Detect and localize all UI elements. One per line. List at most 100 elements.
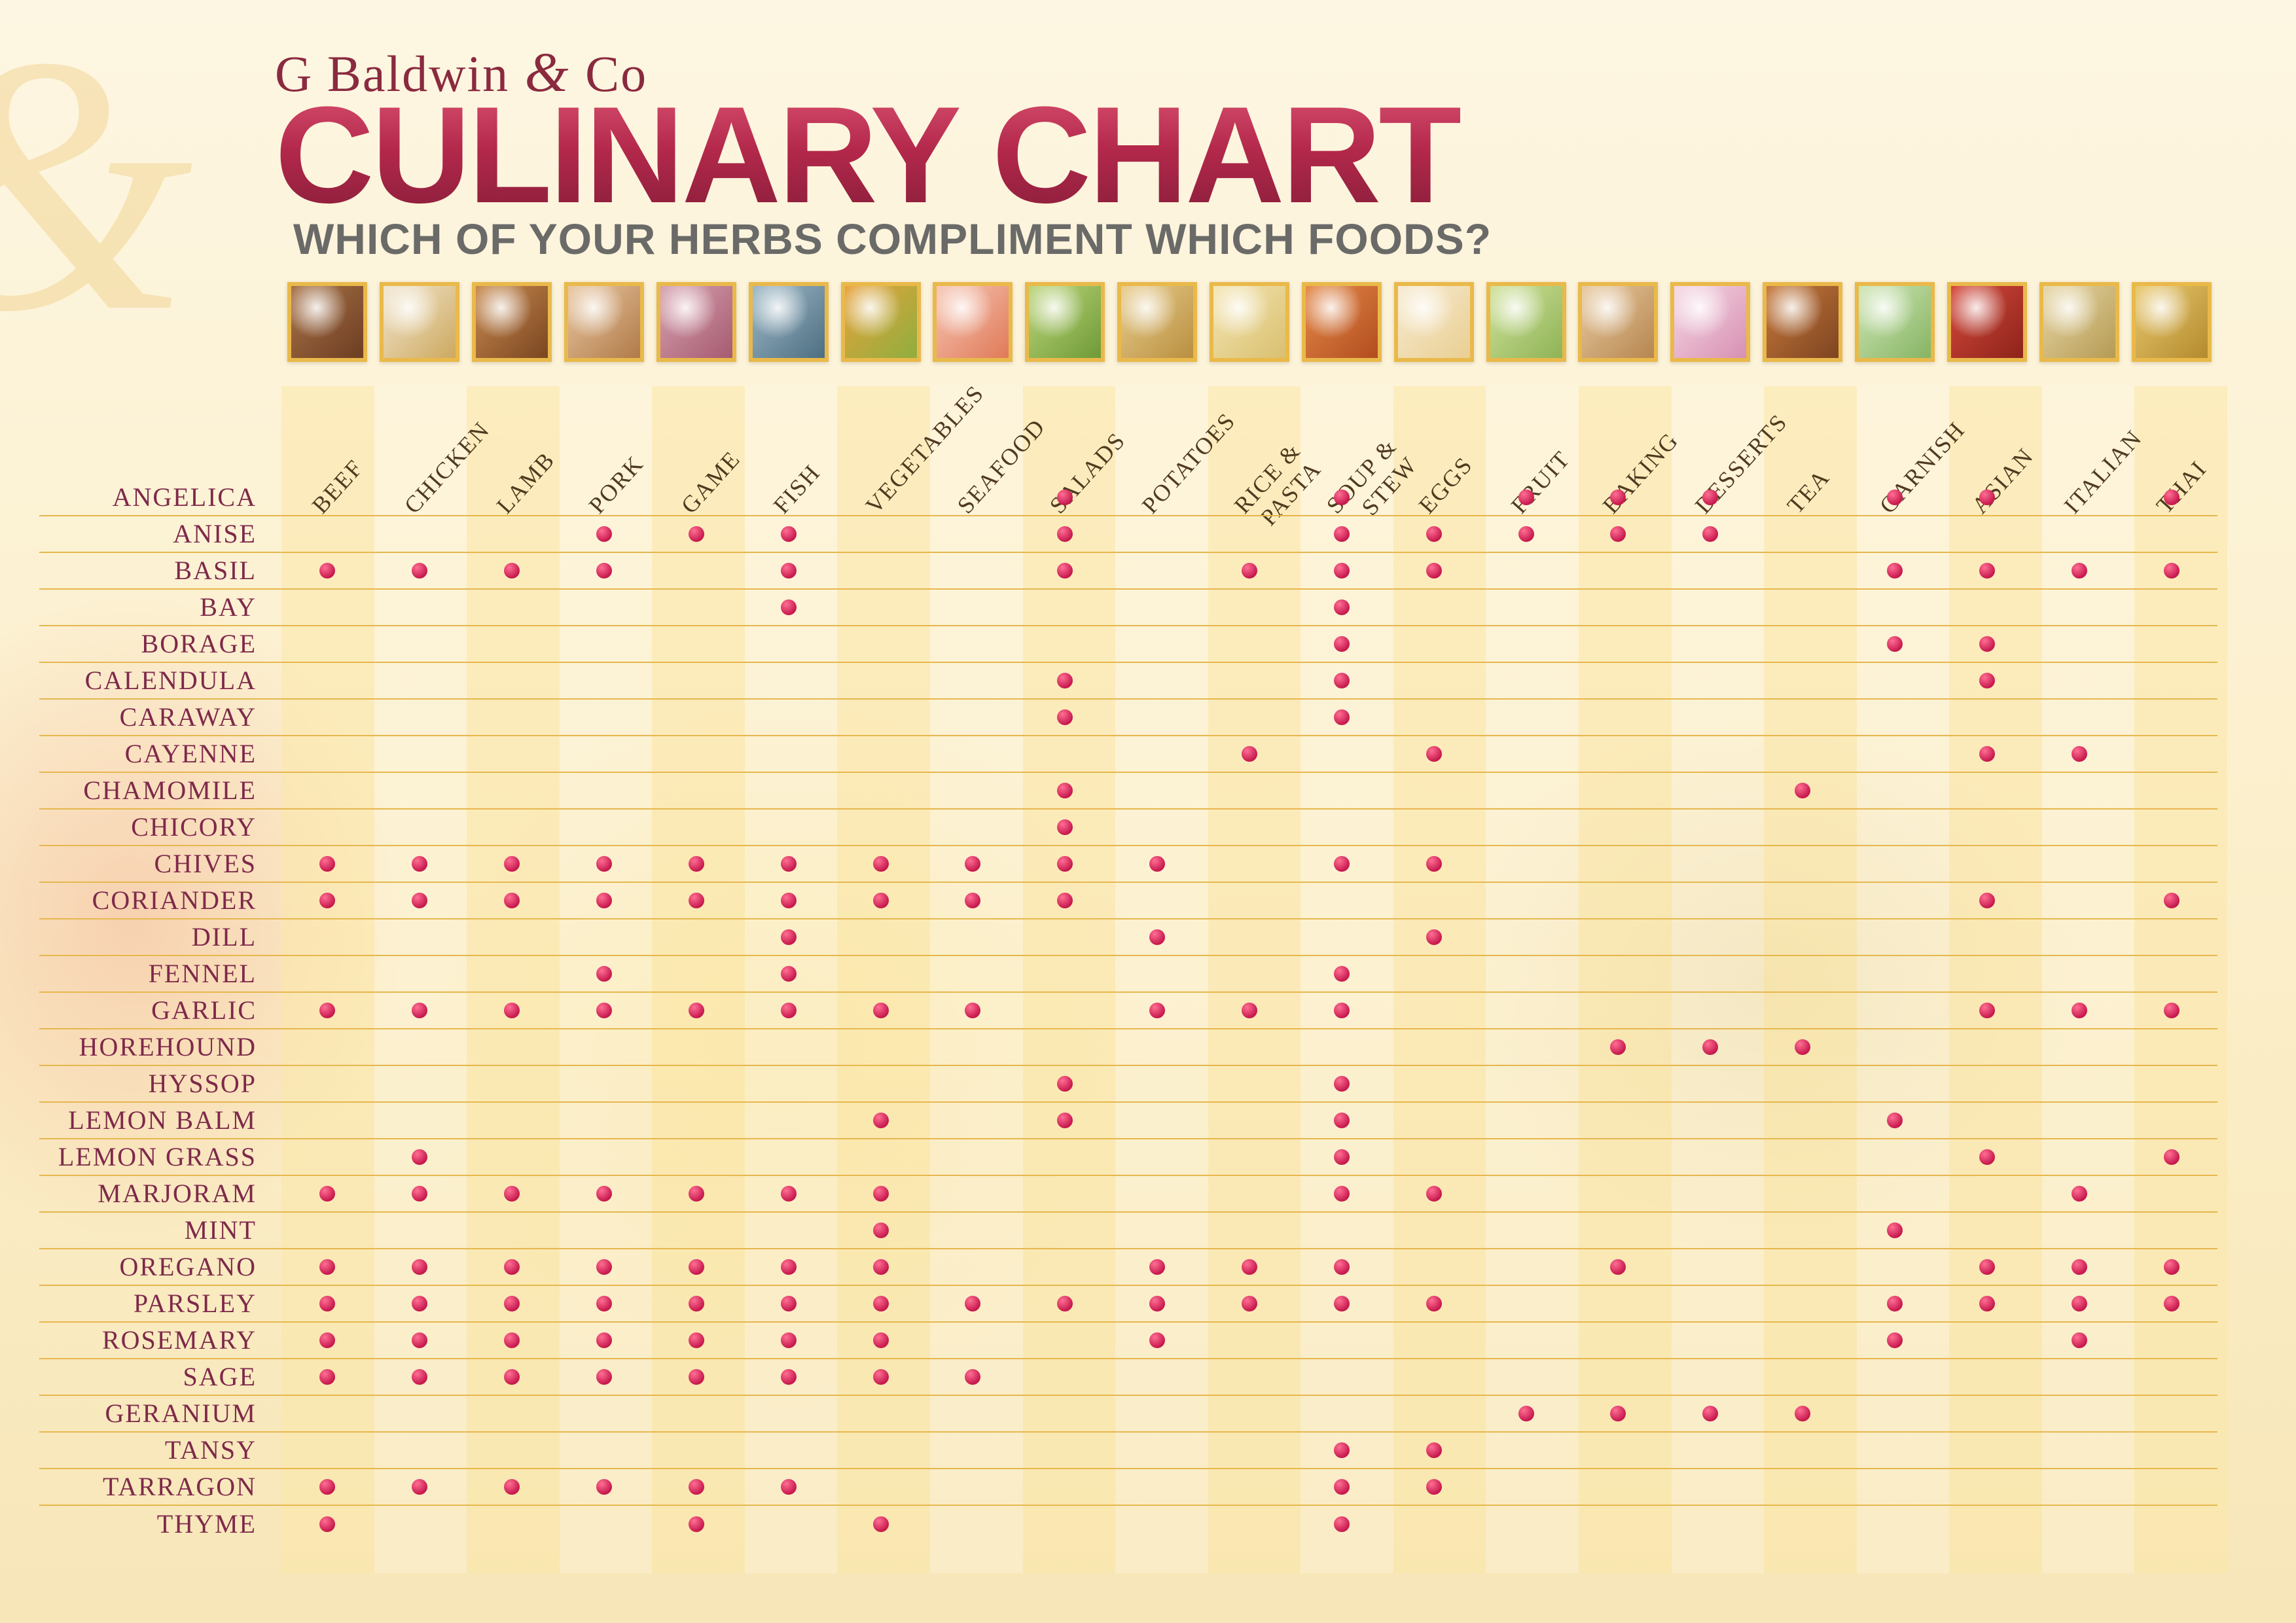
matrix-cell xyxy=(558,1066,651,1101)
matrix-cell xyxy=(742,700,834,735)
table-row: CHICORY xyxy=(39,810,2217,846)
matrix-cell xyxy=(1388,1469,1480,1505)
matrix-cell xyxy=(1849,883,1941,918)
matrix-cell xyxy=(1111,1506,1204,1543)
match-dot xyxy=(504,1369,520,1385)
match-dot xyxy=(1426,929,1442,945)
matrix-cell xyxy=(742,553,834,588)
matrix-cell xyxy=(2125,626,2217,662)
matrix-cell xyxy=(1480,810,1572,845)
matrix-cell xyxy=(1388,553,1480,588)
chart-title: CULINARY CHART xyxy=(275,97,1460,214)
matrix-cell xyxy=(1480,1176,1572,1211)
matrix-cell xyxy=(1019,1066,1111,1101)
matrix-cell xyxy=(374,1029,466,1065)
matrix-cell xyxy=(1480,1103,1572,1138)
match-dot xyxy=(504,1479,520,1495)
match-dot xyxy=(1334,490,1350,505)
food-thumbnail xyxy=(656,282,736,362)
food-column: FISH xyxy=(742,282,834,486)
matrix-cell xyxy=(1295,919,1388,955)
match-dot xyxy=(2164,893,2179,908)
match-dot xyxy=(412,856,427,872)
matrix-cell xyxy=(1388,1103,1480,1138)
matrix-cell xyxy=(742,993,834,1028)
matrix-cell xyxy=(742,1139,834,1175)
match-dot xyxy=(1057,1113,1073,1128)
matrix-cell xyxy=(742,1396,834,1431)
matrix-cell xyxy=(1664,956,1757,991)
matrix-cell xyxy=(742,1066,834,1101)
matrix-cell xyxy=(2125,663,2217,698)
table-row: BAY xyxy=(39,590,2217,626)
table-row: ANGELICA xyxy=(39,480,2217,516)
matrix-cell xyxy=(1480,590,1572,625)
matrix-cell xyxy=(1295,700,1388,735)
matrix-cell xyxy=(742,663,834,698)
matrix-cell xyxy=(742,1323,834,1358)
match-dot xyxy=(1979,893,1995,908)
matrix-cell xyxy=(742,1249,834,1285)
matrix-cell xyxy=(558,1359,651,1395)
matrix-cell xyxy=(1295,993,1388,1028)
match-dot xyxy=(689,1003,704,1018)
matrix-cell xyxy=(1849,553,1941,588)
match-dot xyxy=(1057,783,1073,798)
matrix-cell xyxy=(1204,1066,1296,1101)
food-thumbnail xyxy=(1763,282,1842,362)
matrix-cell xyxy=(1019,919,1111,955)
matrix-cell xyxy=(1111,846,1204,882)
food-thumbnail xyxy=(841,282,921,362)
matrix-cell xyxy=(1295,1066,1388,1101)
herb-label: TANSY xyxy=(39,1435,281,1465)
matrix-cell xyxy=(834,1103,927,1138)
matrix-cell xyxy=(466,736,558,772)
match-dot xyxy=(873,856,889,872)
matrix-cell xyxy=(1111,1286,1204,1321)
matrix-cell xyxy=(1572,700,1664,735)
matrix-cell xyxy=(1941,993,2033,1028)
matrix-cell xyxy=(281,1103,374,1138)
matrix-cell xyxy=(1849,846,1941,882)
matrix-cell xyxy=(2033,700,2125,735)
matrix-cell xyxy=(1295,516,1388,552)
matrix-cell xyxy=(650,1286,742,1321)
matrix-cell xyxy=(466,1506,558,1543)
match-dot xyxy=(412,1479,427,1495)
match-dot xyxy=(781,1369,797,1385)
matrix-cell xyxy=(1664,846,1757,882)
match-dot xyxy=(2072,1003,2087,1018)
matrix-cell xyxy=(281,1249,374,1285)
herb-label: BAY xyxy=(39,592,281,622)
matrix-cell xyxy=(281,883,374,918)
table-row: THYME xyxy=(39,1506,2217,1543)
matrix-cell xyxy=(1664,810,1757,845)
matrix-cell xyxy=(1111,1249,1204,1285)
matrix-cell xyxy=(1849,1469,1941,1505)
matrix-cell xyxy=(1849,663,1941,698)
matrix-cell xyxy=(650,480,742,515)
matrix-cell xyxy=(1757,1433,1849,1468)
table-row: CALENDULA xyxy=(39,663,2217,700)
matrix-cell xyxy=(2033,480,2125,515)
matrix-cell xyxy=(1295,1323,1388,1358)
matrix-cell xyxy=(834,956,927,991)
matrix-cell xyxy=(834,1433,927,1468)
matrix-cell xyxy=(927,1066,1019,1101)
matrix-cell xyxy=(1480,1396,1572,1431)
match-dot xyxy=(1242,746,1257,762)
match-dot xyxy=(1887,1332,1903,1348)
matrix-cell xyxy=(1111,1433,1204,1468)
matrix-cell xyxy=(1111,1323,1204,1358)
herb-label: CAYENNE xyxy=(39,738,281,769)
matrix-cell xyxy=(1204,700,1296,735)
matrix-cell xyxy=(742,1433,834,1468)
matrix-cell xyxy=(1941,1359,2033,1395)
matrix-cell xyxy=(1388,1359,1480,1395)
matrix-cell xyxy=(2033,1469,2125,1505)
matrix-cell xyxy=(1019,1469,1111,1505)
matrix-cell xyxy=(2125,700,2217,735)
match-dot xyxy=(1334,709,1350,725)
matrix-cell xyxy=(374,846,466,882)
matrix-cell xyxy=(2033,883,2125,918)
